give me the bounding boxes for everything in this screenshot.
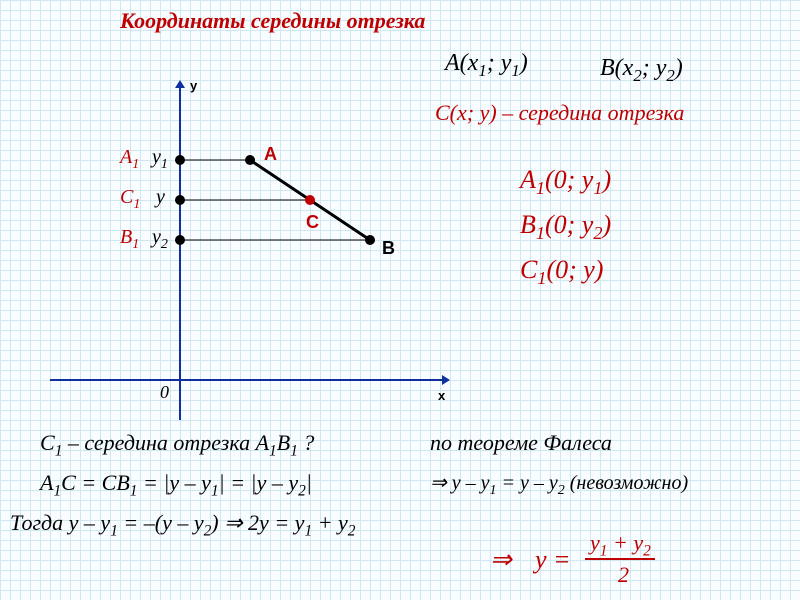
formula-thales: по теореме Фалеса [430, 430, 612, 456]
formula-result-y: y = [535, 545, 571, 575]
x-axis-label: x [438, 388, 445, 403]
page-title: Координаты середины отрезка [120, 8, 425, 34]
formula-eq3: Тогда y – y1 = –(y – y2) ⇒ 2y = y1 + y2 [10, 510, 355, 540]
formula-result-arrow: ⇒ [490, 545, 512, 575]
tick-A1: A1 [120, 146, 139, 173]
formula-C1: C1(0; y) [520, 255, 603, 289]
formula-eq1: A1C = CB1 = |y – y1| = |y – y2| [40, 470, 312, 500]
tick-C1: C1 [120, 186, 140, 213]
x-axis-arrow [442, 375, 450, 385]
formula-result-den: 2 [618, 562, 629, 588]
point-B [365, 235, 375, 245]
point-C [305, 195, 315, 205]
tick-y2: y2 [152, 226, 168, 253]
formula-B: B(x2; y2) [600, 55, 683, 86]
point-A [245, 155, 255, 165]
point-C1 [175, 195, 185, 205]
fraction-bar [585, 558, 655, 560]
slide-content: Координаты середины отрезка y x 0 A C B … [0, 0, 800, 600]
label-C: C [306, 212, 319, 233]
point-B1 [175, 235, 185, 245]
tick-y: y [156, 186, 165, 209]
origin-label: 0 [160, 382, 169, 403]
y-axis-label: y [190, 78, 197, 93]
label-B: B [382, 238, 395, 259]
y-axis-arrow [175, 80, 185, 88]
point-A1 [175, 155, 185, 165]
tick-B1: B1 [120, 226, 139, 253]
formula-C: C(x; y) – середина отрезка [435, 100, 684, 126]
formula-A1: A1(0; y1) [520, 165, 611, 199]
label-A: A [264, 144, 277, 165]
tick-y1: y1 [152, 146, 168, 173]
formula-result-num: y1 + y2 [590, 530, 651, 560]
formula-eq2: ⇒ y – y1 = y – y2 (невозможно) [430, 470, 688, 499]
formula-B1: B1(0; y2) [520, 210, 611, 244]
formula-question: C1 – середина отрезка A1B1 ? [40, 430, 314, 460]
formula-A: A(x1; y1) [445, 50, 528, 81]
